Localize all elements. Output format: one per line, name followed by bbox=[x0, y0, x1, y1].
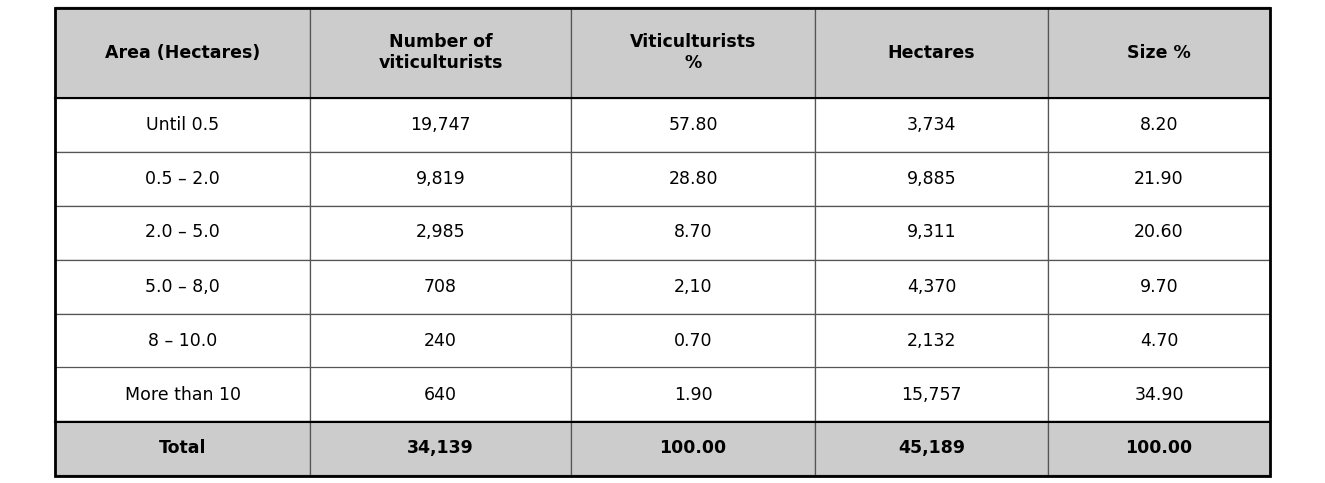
Text: 2,985: 2,985 bbox=[416, 224, 465, 242]
Bar bbox=[56, 8, 310, 98]
Bar bbox=[1048, 98, 1269, 152]
Bar bbox=[1048, 368, 1269, 422]
Bar bbox=[815, 152, 1048, 205]
Bar bbox=[571, 8, 815, 98]
Bar bbox=[571, 259, 815, 313]
Bar bbox=[571, 152, 815, 205]
Bar bbox=[1048, 205, 1269, 259]
Bar bbox=[310, 98, 571, 152]
Bar bbox=[310, 259, 571, 313]
Bar bbox=[815, 259, 1048, 313]
Text: 45,189: 45,189 bbox=[898, 440, 965, 457]
Text: 0.70: 0.70 bbox=[674, 331, 713, 350]
Bar bbox=[56, 422, 310, 475]
Bar bbox=[310, 152, 571, 205]
Text: 100.00: 100.00 bbox=[660, 440, 726, 457]
Bar bbox=[310, 8, 571, 98]
Bar bbox=[56, 152, 310, 205]
Bar bbox=[815, 368, 1048, 422]
Text: 8 – 10.0: 8 – 10.0 bbox=[148, 331, 217, 350]
Text: 28.80: 28.80 bbox=[668, 170, 718, 187]
Bar bbox=[1048, 313, 1269, 368]
Bar bbox=[815, 205, 1048, 259]
Text: 8.20: 8.20 bbox=[1140, 115, 1178, 133]
Text: 9,885: 9,885 bbox=[906, 170, 957, 187]
Bar bbox=[310, 368, 571, 422]
Bar bbox=[815, 313, 1048, 368]
Text: Until 0.5: Until 0.5 bbox=[146, 115, 219, 133]
Bar bbox=[1048, 259, 1269, 313]
Text: 19,747: 19,747 bbox=[411, 115, 470, 133]
Bar bbox=[56, 313, 310, 368]
Bar bbox=[815, 422, 1048, 475]
Bar bbox=[571, 368, 815, 422]
Text: Size %: Size % bbox=[1128, 43, 1191, 61]
Text: 2.0 – 5.0: 2.0 – 5.0 bbox=[146, 224, 220, 242]
Bar bbox=[571, 98, 815, 152]
Text: Total: Total bbox=[159, 440, 207, 457]
Text: 9,819: 9,819 bbox=[416, 170, 465, 187]
Text: 9.70: 9.70 bbox=[1140, 278, 1178, 296]
Bar bbox=[310, 205, 571, 259]
Bar bbox=[571, 205, 815, 259]
Bar bbox=[815, 8, 1048, 98]
Text: 8.70: 8.70 bbox=[674, 224, 713, 242]
Text: 708: 708 bbox=[424, 278, 457, 296]
Text: 34.90: 34.90 bbox=[1134, 385, 1183, 403]
Text: 4.70: 4.70 bbox=[1140, 331, 1178, 350]
Bar bbox=[310, 422, 571, 475]
Bar bbox=[1048, 8, 1269, 98]
Text: Hectares: Hectares bbox=[888, 43, 975, 61]
Bar bbox=[56, 259, 310, 313]
Text: 1.90: 1.90 bbox=[673, 385, 713, 403]
Text: Viticulturists
%: Viticulturists % bbox=[629, 33, 757, 72]
Bar bbox=[815, 98, 1048, 152]
Bar bbox=[571, 313, 815, 368]
Text: 0.5 – 2.0: 0.5 – 2.0 bbox=[146, 170, 220, 187]
Text: 21.90: 21.90 bbox=[1134, 170, 1183, 187]
Text: 3,734: 3,734 bbox=[906, 115, 957, 133]
Text: 2,10: 2,10 bbox=[674, 278, 713, 296]
Text: 57.80: 57.80 bbox=[668, 115, 718, 133]
Text: 240: 240 bbox=[424, 331, 457, 350]
Bar bbox=[56, 98, 310, 152]
Text: 100.00: 100.00 bbox=[1125, 440, 1192, 457]
Text: 4,370: 4,370 bbox=[906, 278, 957, 296]
Text: 5.0 – 8,0: 5.0 – 8,0 bbox=[146, 278, 220, 296]
Text: 34,139: 34,139 bbox=[407, 440, 474, 457]
Bar bbox=[571, 422, 815, 475]
Bar bbox=[1048, 422, 1269, 475]
Bar bbox=[310, 313, 571, 368]
Bar bbox=[1048, 152, 1269, 205]
Text: 15,757: 15,757 bbox=[901, 385, 962, 403]
Bar bbox=[56, 205, 310, 259]
Text: 640: 640 bbox=[424, 385, 457, 403]
Text: Area (Hectares): Area (Hectares) bbox=[105, 43, 260, 61]
Text: More than 10: More than 10 bbox=[125, 385, 241, 403]
Text: 9,311: 9,311 bbox=[906, 224, 957, 242]
Text: 2,132: 2,132 bbox=[906, 331, 957, 350]
Bar bbox=[56, 368, 310, 422]
Text: 20.60: 20.60 bbox=[1134, 224, 1183, 242]
Text: Number of
viticulturists: Number of viticulturists bbox=[379, 33, 502, 72]
